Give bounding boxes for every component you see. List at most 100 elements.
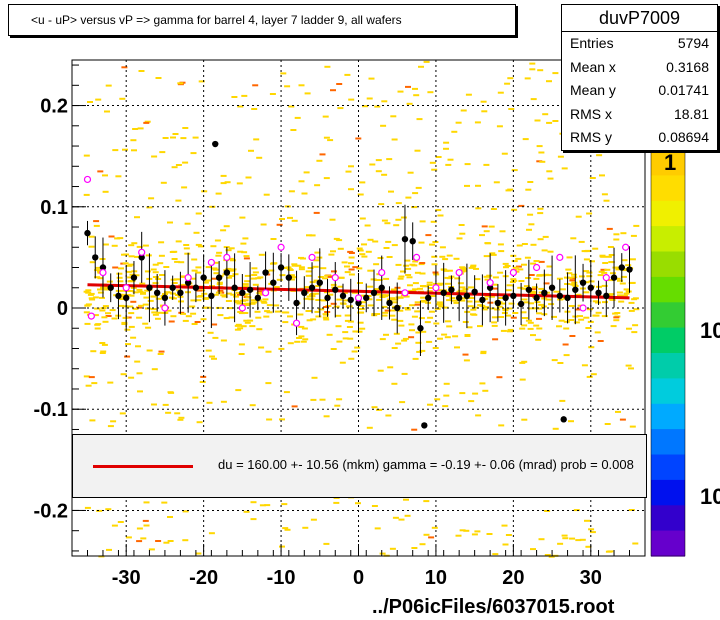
hist-cell xyxy=(182,319,189,322)
hist-cell xyxy=(211,323,218,326)
stats-row-mean-x: Mean x 0.3168 xyxy=(562,56,717,80)
hist-cell xyxy=(393,332,400,335)
stats-value: 0.01741 xyxy=(658,82,709,98)
hist-cell xyxy=(578,318,585,321)
hist-cell xyxy=(134,216,140,219)
hist-cell xyxy=(171,166,178,169)
hist-cell xyxy=(242,299,249,302)
hist-cell xyxy=(568,319,575,321)
open-point xyxy=(308,253,316,261)
hist-cell xyxy=(234,324,241,327)
hist-cell xyxy=(116,272,123,275)
hist-cell xyxy=(619,282,626,285)
hist-cell xyxy=(162,137,169,139)
hist-cell xyxy=(442,405,449,408)
hist-cell xyxy=(477,325,483,328)
open-point xyxy=(331,274,339,282)
x-tick-label: 10 xyxy=(425,567,447,589)
hist-cell xyxy=(392,301,398,304)
profile-point xyxy=(301,289,308,297)
hist-cell xyxy=(423,533,430,536)
profile-point xyxy=(270,279,277,286)
hist-cell xyxy=(106,280,113,283)
hist-cell xyxy=(185,315,192,318)
stats-box: duvP7009 Entries 5794 Mean x 0.3168 Mean y… xyxy=(561,4,718,151)
hist-cell xyxy=(512,312,519,314)
hist-cell xyxy=(146,206,153,209)
hist-cell xyxy=(613,233,620,236)
profile-point xyxy=(146,284,153,291)
hist-cell xyxy=(392,298,399,301)
hist-cell xyxy=(521,263,527,266)
hist-cell xyxy=(323,415,330,418)
hist-cell xyxy=(254,310,261,313)
hist-cell xyxy=(339,361,346,364)
hist-cell xyxy=(118,298,125,300)
hist-cell xyxy=(243,255,250,258)
hist-cell xyxy=(315,315,322,318)
hist-cell xyxy=(412,260,419,263)
hist-cell xyxy=(212,336,219,339)
hist-cell xyxy=(99,296,105,299)
hist-cell xyxy=(326,333,333,336)
hist-cell xyxy=(122,262,129,265)
hist-cell xyxy=(544,510,551,512)
hist-cell xyxy=(268,269,275,272)
hist-cell xyxy=(420,330,427,333)
profile-point xyxy=(231,284,238,291)
hist-cell xyxy=(502,262,509,265)
hist-cell xyxy=(264,310,271,313)
profile-point xyxy=(239,289,246,297)
hist-cell xyxy=(571,273,577,276)
hist-cell xyxy=(520,311,527,314)
hist-cell xyxy=(505,189,512,192)
hist-cell xyxy=(249,302,256,305)
hist-cell xyxy=(589,531,596,534)
hist-cell xyxy=(160,181,167,184)
hist-cell xyxy=(414,303,421,306)
open-point xyxy=(556,253,564,261)
hist-cell xyxy=(327,275,334,278)
hist-cell xyxy=(486,274,493,277)
hist-cell xyxy=(629,258,636,261)
hist-cell xyxy=(515,265,522,268)
hist-cell xyxy=(175,164,182,166)
hist-cell xyxy=(414,310,421,313)
hist-cell xyxy=(527,181,534,183)
hist-cell xyxy=(150,295,157,298)
hist-cell xyxy=(155,317,161,320)
hist-cell xyxy=(460,268,467,271)
hist-cell xyxy=(463,359,470,362)
profile-point xyxy=(587,284,594,291)
hist-cell xyxy=(395,202,402,205)
hist-cell xyxy=(598,270,605,273)
hist-cell xyxy=(337,107,344,110)
hist-cell xyxy=(152,276,159,278)
hist-cell xyxy=(336,398,343,401)
hist-cell xyxy=(531,286,538,289)
hist-cell xyxy=(527,327,534,330)
hist-cell xyxy=(573,321,580,324)
hist-cell xyxy=(434,307,441,310)
hist-cell xyxy=(298,335,305,338)
hist-cell xyxy=(444,336,451,339)
hist-cell xyxy=(357,311,364,314)
hist-cell xyxy=(330,302,337,305)
hist-cell xyxy=(313,259,320,262)
hist-cell xyxy=(323,291,330,294)
hist-cell xyxy=(575,215,582,218)
hist-cell xyxy=(357,193,364,196)
hist-cell xyxy=(259,504,266,507)
hist-cell xyxy=(425,234,432,237)
hist-cell xyxy=(483,230,490,233)
hist-cell xyxy=(375,159,382,162)
hist-cell xyxy=(547,177,554,180)
hist-cell xyxy=(283,311,290,314)
hist-cell xyxy=(427,287,434,289)
hist-cell xyxy=(323,313,329,316)
hist-cell xyxy=(445,163,452,166)
profile-point xyxy=(115,292,122,300)
hist-cell xyxy=(85,384,92,387)
hist-cell xyxy=(211,277,218,280)
hist-cell xyxy=(561,167,568,170)
